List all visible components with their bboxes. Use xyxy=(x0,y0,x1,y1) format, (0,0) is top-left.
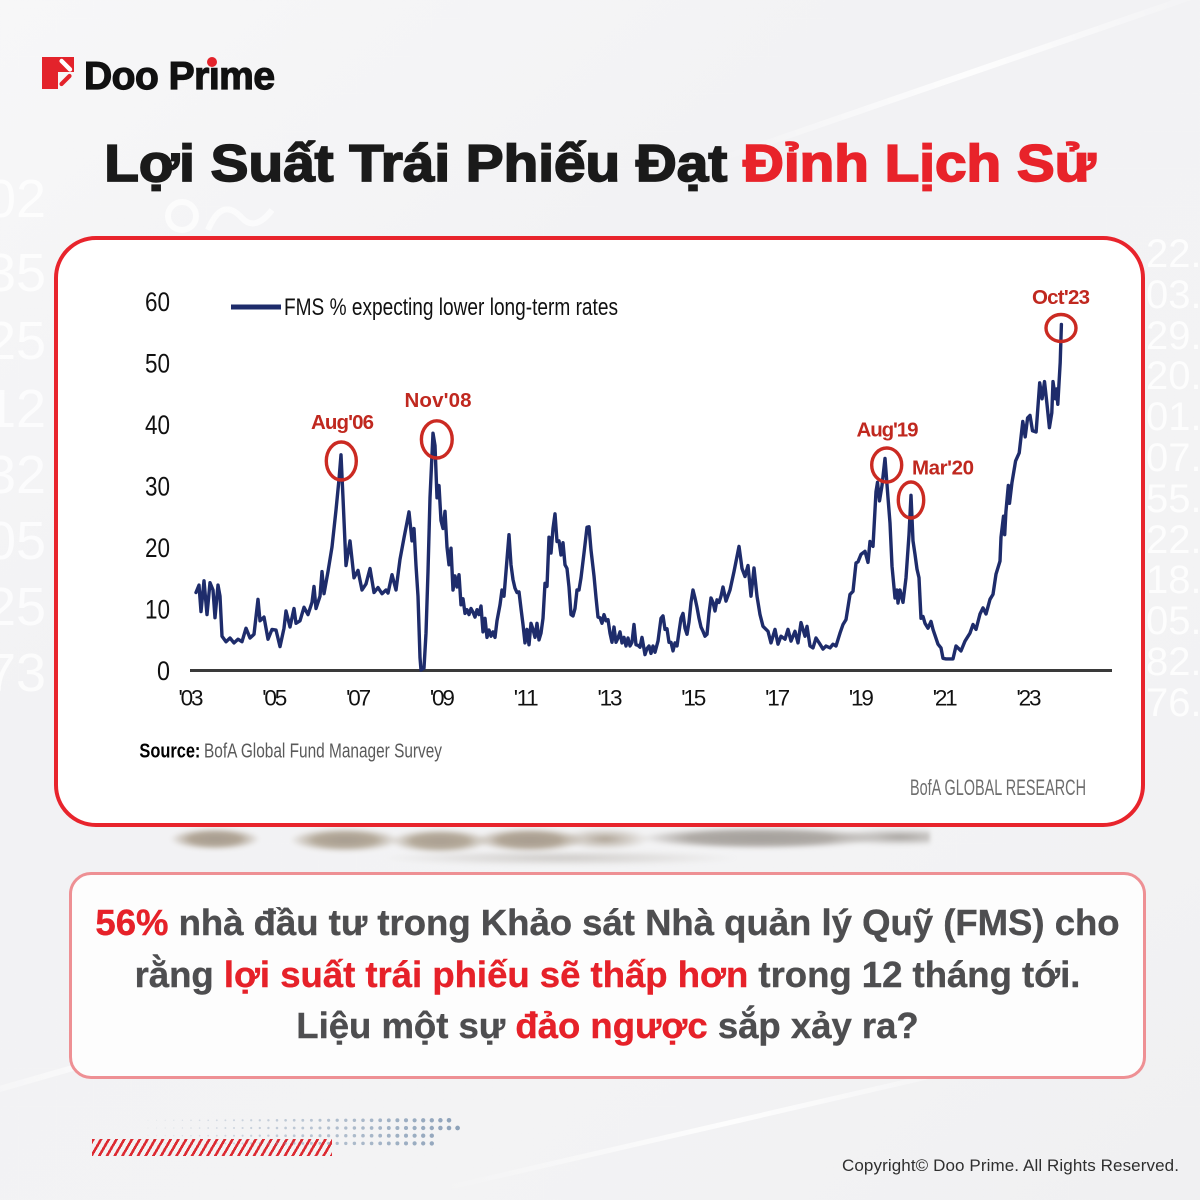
svg-text:10: 10 xyxy=(145,594,170,624)
svg-text:'19: '19 xyxy=(849,686,874,711)
svg-text:0: 0 xyxy=(157,656,170,686)
svg-text:'21: '21 xyxy=(933,686,958,711)
svg-text:'05: '05 xyxy=(262,686,287,711)
svg-text:BofA Global Fund Manager Surve: BofA Global Fund Manager Survey xyxy=(204,741,442,763)
svg-text:BofA GLOBAL RESEARCH: BofA GLOBAL RESEARCH xyxy=(910,775,1086,800)
svg-text:FMS % expecting lower long-ter: FMS % expecting lower long-term rates xyxy=(284,294,618,321)
svg-text:'11: '11 xyxy=(514,686,539,711)
svg-text:'13: '13 xyxy=(598,686,623,711)
svg-text:'09: '09 xyxy=(430,686,455,711)
svg-text:50: 50 xyxy=(145,348,170,378)
svg-text:Nov'08: Nov'08 xyxy=(405,389,472,412)
svg-text:60: 60 xyxy=(145,287,170,317)
svg-text:Mar'20: Mar'20 xyxy=(912,457,974,480)
svg-text:'23: '23 xyxy=(1017,686,1042,711)
svg-text:40: 40 xyxy=(145,410,170,440)
svg-text:'07: '07 xyxy=(346,686,371,711)
svg-text:Aug'06: Aug'06 xyxy=(311,411,374,434)
svg-text:'15: '15 xyxy=(681,686,706,711)
svg-text:'03: '03 xyxy=(179,686,204,711)
svg-text:Source:: Source: xyxy=(139,741,200,763)
svg-text:Oct'23: Oct'23 xyxy=(1032,286,1090,309)
svg-text:30: 30 xyxy=(145,471,170,501)
svg-text:20: 20 xyxy=(145,533,170,563)
svg-text:Aug'19: Aug'19 xyxy=(857,419,919,442)
svg-text:'17: '17 xyxy=(765,686,790,711)
